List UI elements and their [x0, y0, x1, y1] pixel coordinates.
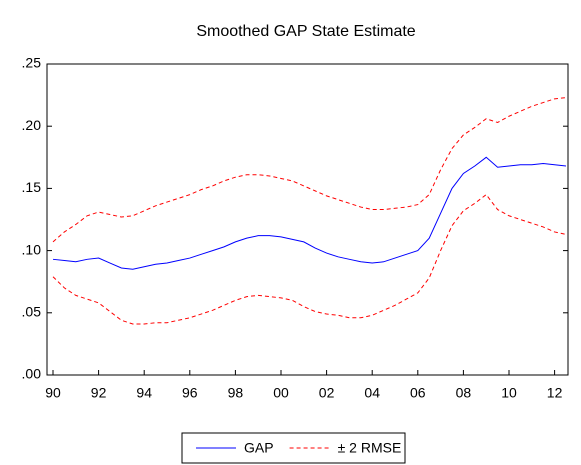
y-tick-label: .15	[22, 179, 42, 195]
y-tick-label: .20	[22, 117, 42, 133]
y-tick-label: .05	[22, 304, 42, 320]
x-tick-label: 92	[91, 385, 107, 401]
legend-label: ± 2 RMSE	[338, 440, 402, 456]
x-tick-label: 04	[364, 385, 380, 401]
x-tick-label: 02	[319, 385, 335, 401]
y-tick-label: .25	[22, 55, 42, 71]
x-tick-label: 00	[273, 385, 289, 401]
y-tick-label: .10	[22, 241, 42, 257]
x-tick-label: 10	[501, 385, 517, 401]
x-tick-label: 98	[228, 385, 244, 401]
x-tick-label: 06	[410, 385, 426, 401]
x-tick-label: 96	[182, 385, 198, 401]
plot-frame	[46, 63, 569, 376]
x-tick-label: 94	[136, 385, 152, 401]
chart-title: Smoothed GAP State Estimate	[196, 23, 415, 40]
x-tick-label: 90	[45, 385, 61, 401]
legend-label: GAP	[244, 440, 274, 456]
legend: GAP ± 2 RMSE	[181, 432, 406, 464]
y-tick-label: .00	[22, 366, 42, 382]
data-line	[52, 97, 567, 243]
x-tick-label: 12	[547, 385, 563, 401]
x-tick-label: 08	[456, 385, 472, 401]
data-line	[52, 156, 567, 270]
data-line	[52, 193, 567, 325]
